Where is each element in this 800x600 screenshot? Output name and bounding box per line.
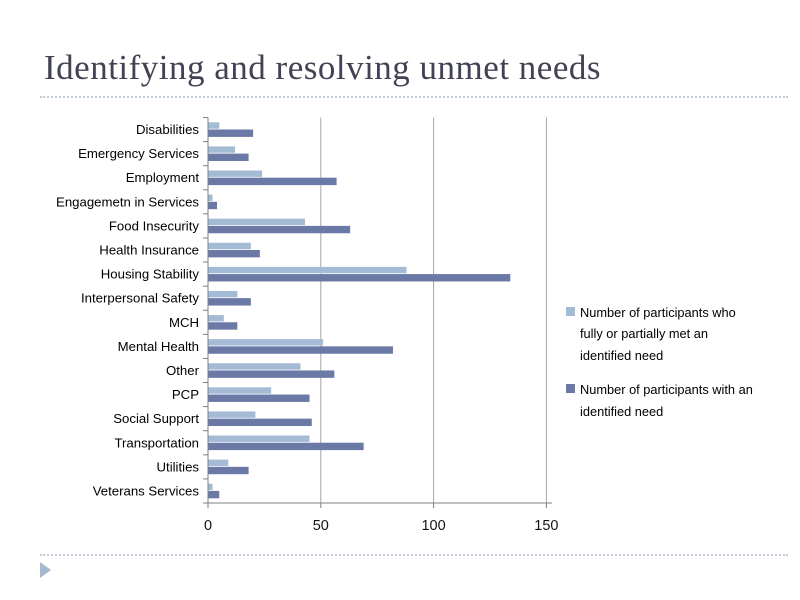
bar-met xyxy=(208,411,256,418)
category-label: Mental Health xyxy=(118,339,199,354)
bar-need xyxy=(208,129,254,137)
category-label: Veterans Services xyxy=(93,483,200,498)
category-label: Employment xyxy=(126,170,200,185)
legend-label-need: Number of participants with an identifie… xyxy=(580,382,753,419)
bar-met xyxy=(208,146,236,153)
category-label: Emergency Services xyxy=(78,146,199,161)
bar-met xyxy=(208,242,251,250)
legend-swatch-met-icon xyxy=(566,307,575,316)
bar-need xyxy=(208,153,249,161)
category-label: Utilities xyxy=(157,459,200,474)
bar-met xyxy=(208,290,238,298)
bar-need xyxy=(208,225,351,234)
bar-met xyxy=(208,315,224,322)
category-label: Engagemetn in Services xyxy=(56,194,199,209)
category-label: Interpersonal Safety xyxy=(81,291,199,306)
category-label: Disabilities xyxy=(136,122,199,137)
bar-need xyxy=(208,490,220,499)
category-label: Social Support xyxy=(113,411,199,426)
bar-met xyxy=(208,363,301,370)
legend-label-met: Number of participants who fully or part… xyxy=(580,305,736,363)
category-label: Health Insurance xyxy=(99,243,199,258)
bar-need xyxy=(208,201,218,210)
title-divider xyxy=(40,96,788,98)
bar-need xyxy=(208,346,393,354)
bar-met xyxy=(208,266,407,274)
bar-met xyxy=(208,483,213,491)
slide-title: Identifying and resolving unmet needs xyxy=(44,48,601,87)
bar-need xyxy=(208,394,310,402)
bar-need xyxy=(208,298,251,306)
category-label: Other xyxy=(166,363,200,378)
bar-need xyxy=(208,466,249,475)
bar-need xyxy=(208,249,260,258)
legend-swatch-need-icon xyxy=(566,384,575,394)
legend-item-met: Number of participants who fully or part… xyxy=(566,302,756,366)
bar-met xyxy=(208,170,263,177)
x-tick-label: 0 xyxy=(204,518,212,534)
category-label: Housing Stability xyxy=(101,267,200,282)
bar-need xyxy=(208,177,337,186)
bar-met xyxy=(208,194,213,201)
bar-met xyxy=(208,435,310,442)
bar-need xyxy=(208,322,238,330)
bar-need xyxy=(208,274,511,282)
category-label: PCP xyxy=(172,387,199,402)
bar-need xyxy=(208,370,335,378)
bar-met xyxy=(208,218,306,226)
bar-need xyxy=(208,418,312,427)
x-tick-label: 150 xyxy=(534,518,558,534)
bar-met xyxy=(208,387,272,394)
next-arrow-icon xyxy=(40,562,51,578)
bar-met xyxy=(208,339,324,346)
legend-item-need: Number of participants with an identifie… xyxy=(566,379,756,422)
category-label: Transportation xyxy=(114,435,199,450)
footer-divider xyxy=(40,554,788,556)
chart-legend: Number of participants who fully or part… xyxy=(566,302,756,435)
x-tick-label: 100 xyxy=(421,518,445,534)
category-label: Food Insecurity xyxy=(109,218,200,233)
bar-need xyxy=(208,442,364,451)
bar-met xyxy=(208,122,220,129)
bar-met xyxy=(208,459,229,467)
x-tick-label: 50 xyxy=(313,518,329,534)
category-label: MCH xyxy=(169,315,199,330)
